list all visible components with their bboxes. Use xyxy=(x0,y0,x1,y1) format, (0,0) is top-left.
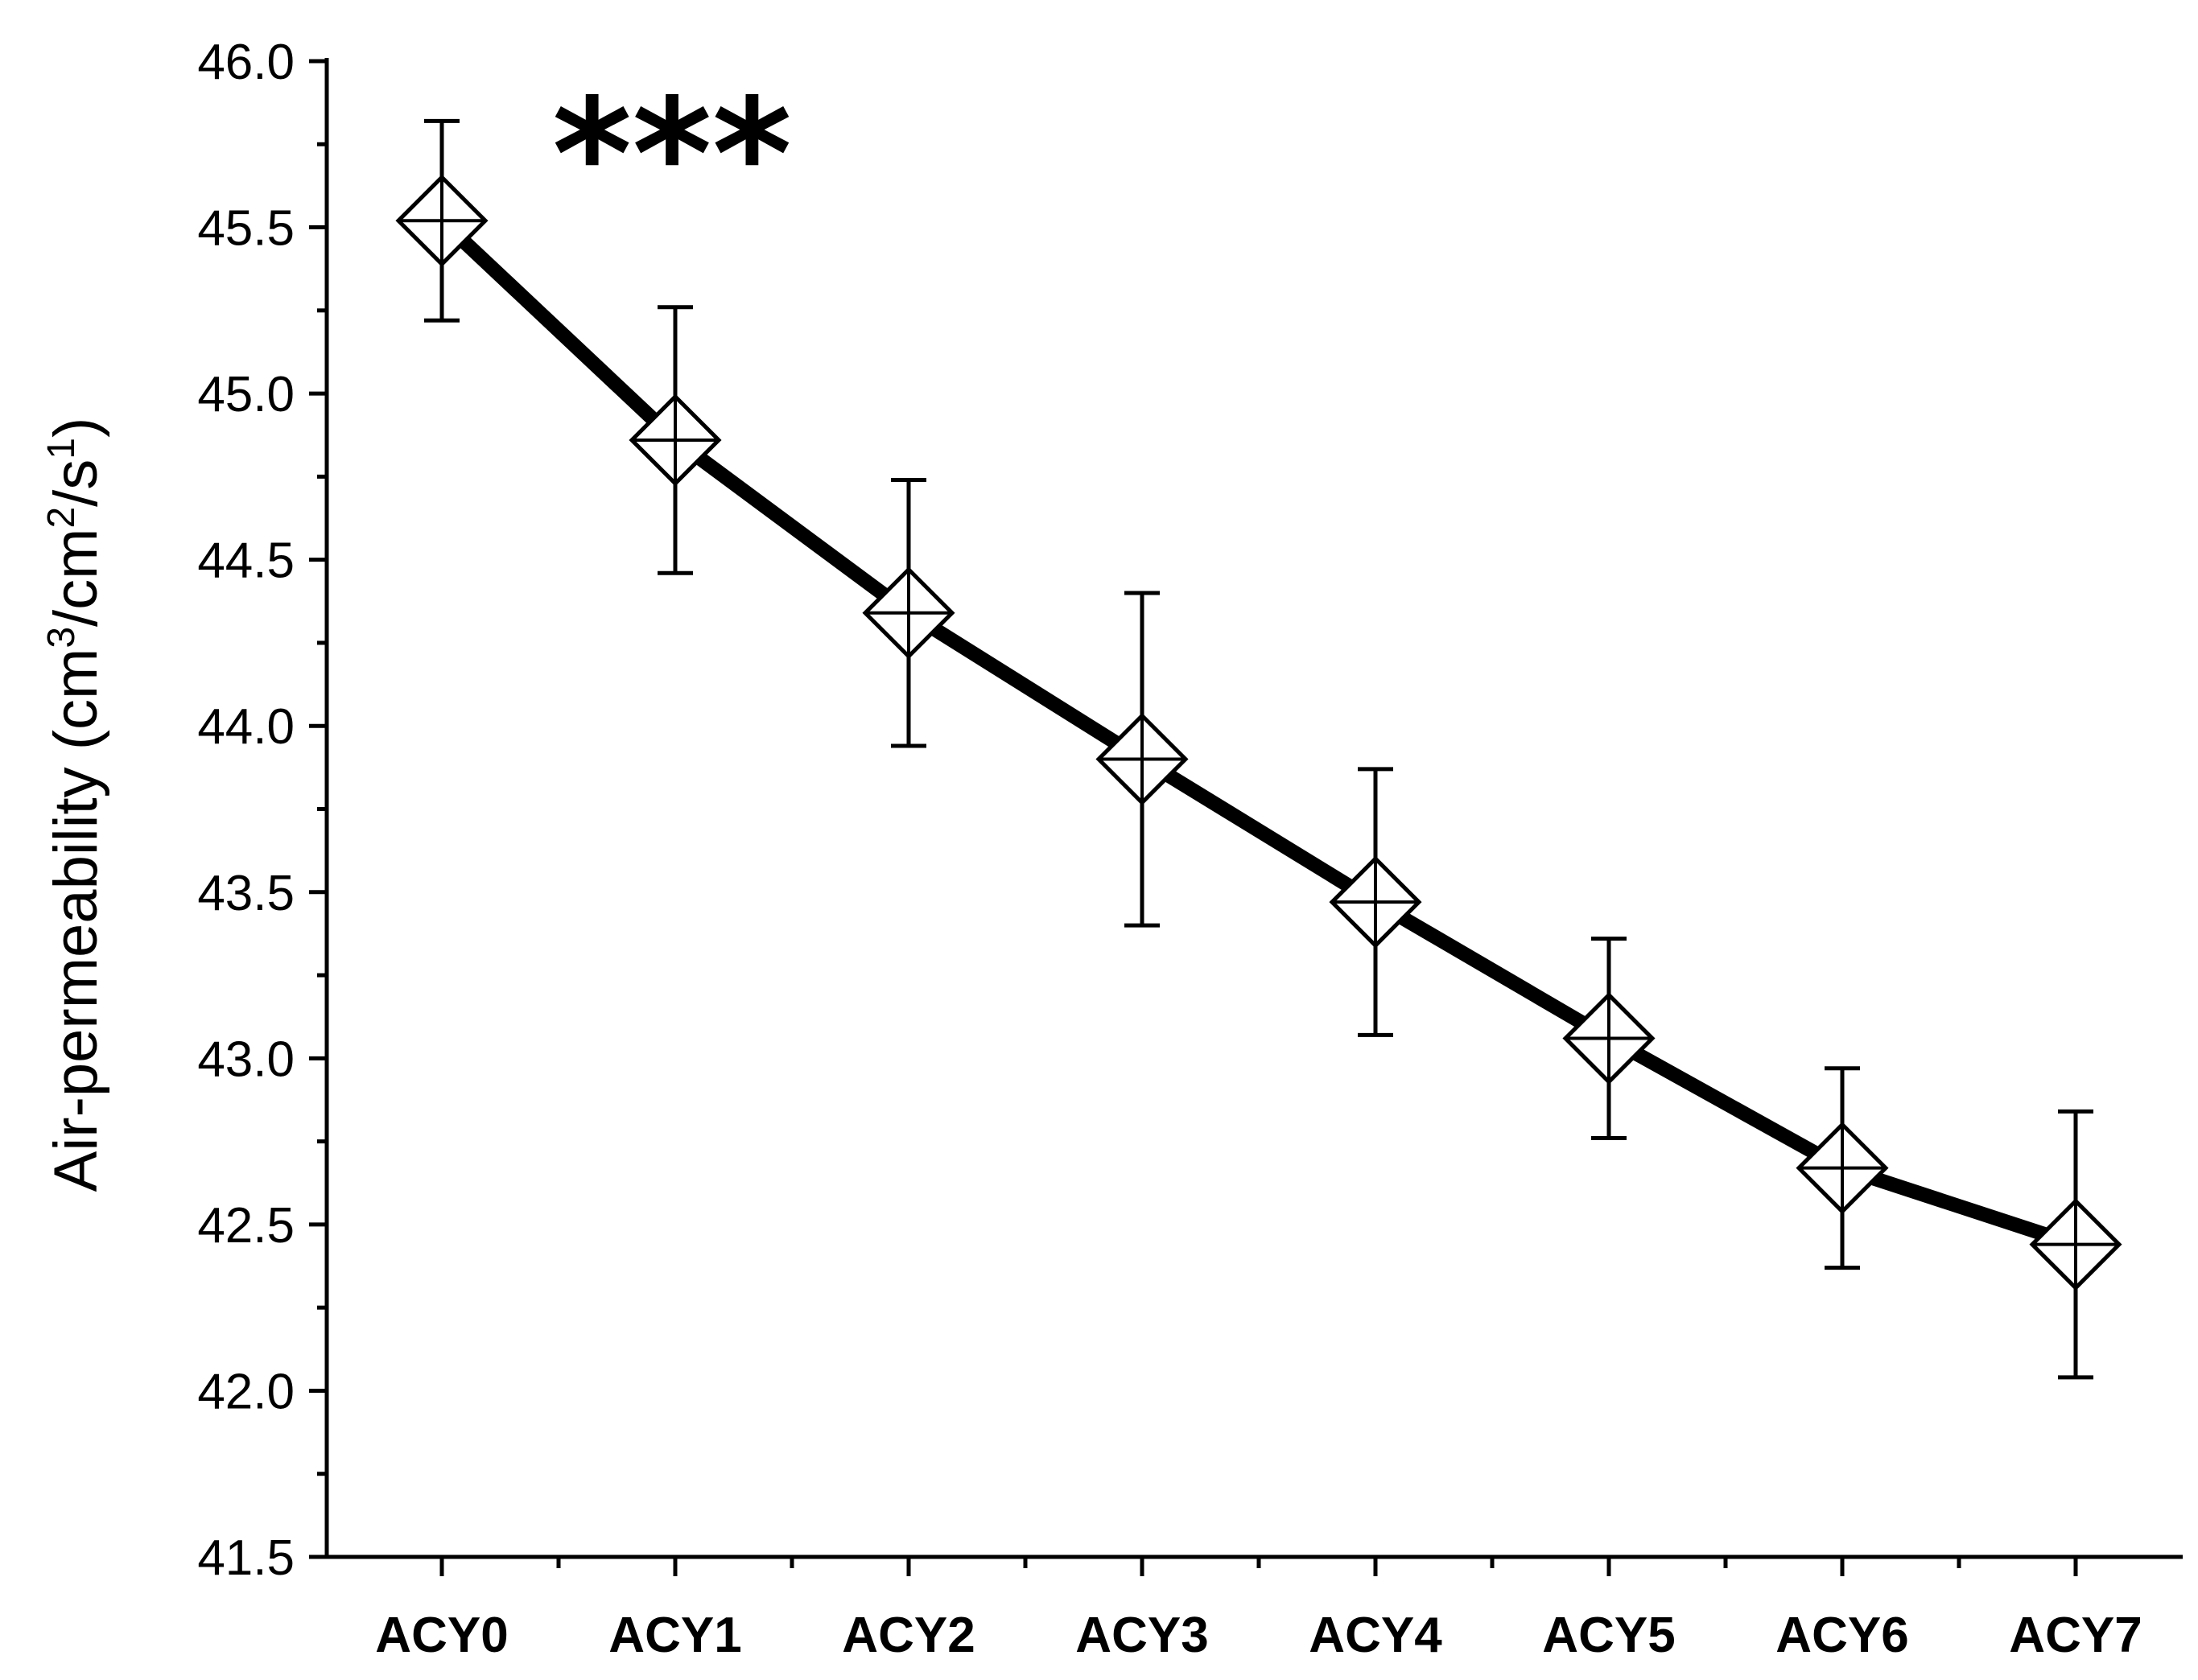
series-line xyxy=(436,215,2078,1252)
significance-annotation: *** xyxy=(552,66,792,244)
data-point xyxy=(1329,767,1422,1037)
y-tick-label: 45.5 xyxy=(197,201,295,257)
y-tick-label: 44.0 xyxy=(197,699,295,755)
x-tick-label: ACY7 xyxy=(2009,1608,2142,1663)
y-tick-label: 43.5 xyxy=(197,866,295,921)
data-point xyxy=(1095,591,1189,928)
data-point xyxy=(862,478,955,748)
y-tick-label: 42.5 xyxy=(197,1198,295,1254)
x-tick-label: ACY4 xyxy=(1309,1608,1442,1663)
x-axis-ticks: ACY0 ACY1 ACY2 ACY3 ACY4 ACY5 ACY6 ACY7 xyxy=(375,1557,2142,1663)
y-axis-label: Air-permeability (cm3/cm2/s1) xyxy=(40,418,110,1192)
x-tick-label: ACY2 xyxy=(842,1608,975,1663)
y-axis-ticks: 41.5 42.0 42.5 43.0 43.5 44.0 44.5 45.0 45.5 46.0 xyxy=(197,35,327,1586)
data-series xyxy=(395,118,2122,1380)
y-tick-label: 43.0 xyxy=(197,1031,295,1087)
x-tick-label: ACY1 xyxy=(608,1608,741,1663)
data-point xyxy=(1562,937,1656,1140)
y-tick-label: 41.5 xyxy=(197,1530,295,1586)
data-point xyxy=(1796,1066,1889,1270)
data-point xyxy=(2029,1109,2122,1380)
x-tick-label: ACY5 xyxy=(1542,1608,1675,1663)
x-tick-label: ACY3 xyxy=(1075,1608,1208,1663)
data-point xyxy=(629,305,722,575)
y-tick-label: 44.5 xyxy=(197,533,295,589)
x-tick-label: ACY0 xyxy=(375,1608,508,1663)
y-tick-label: 45.0 xyxy=(197,367,295,422)
x-tick-label: ACY6 xyxy=(1775,1608,1908,1663)
axes xyxy=(324,58,2183,1559)
y-tick-label: 46.0 xyxy=(197,35,295,90)
data-point xyxy=(395,118,489,323)
y-tick-label: 42.0 xyxy=(197,1364,295,1419)
